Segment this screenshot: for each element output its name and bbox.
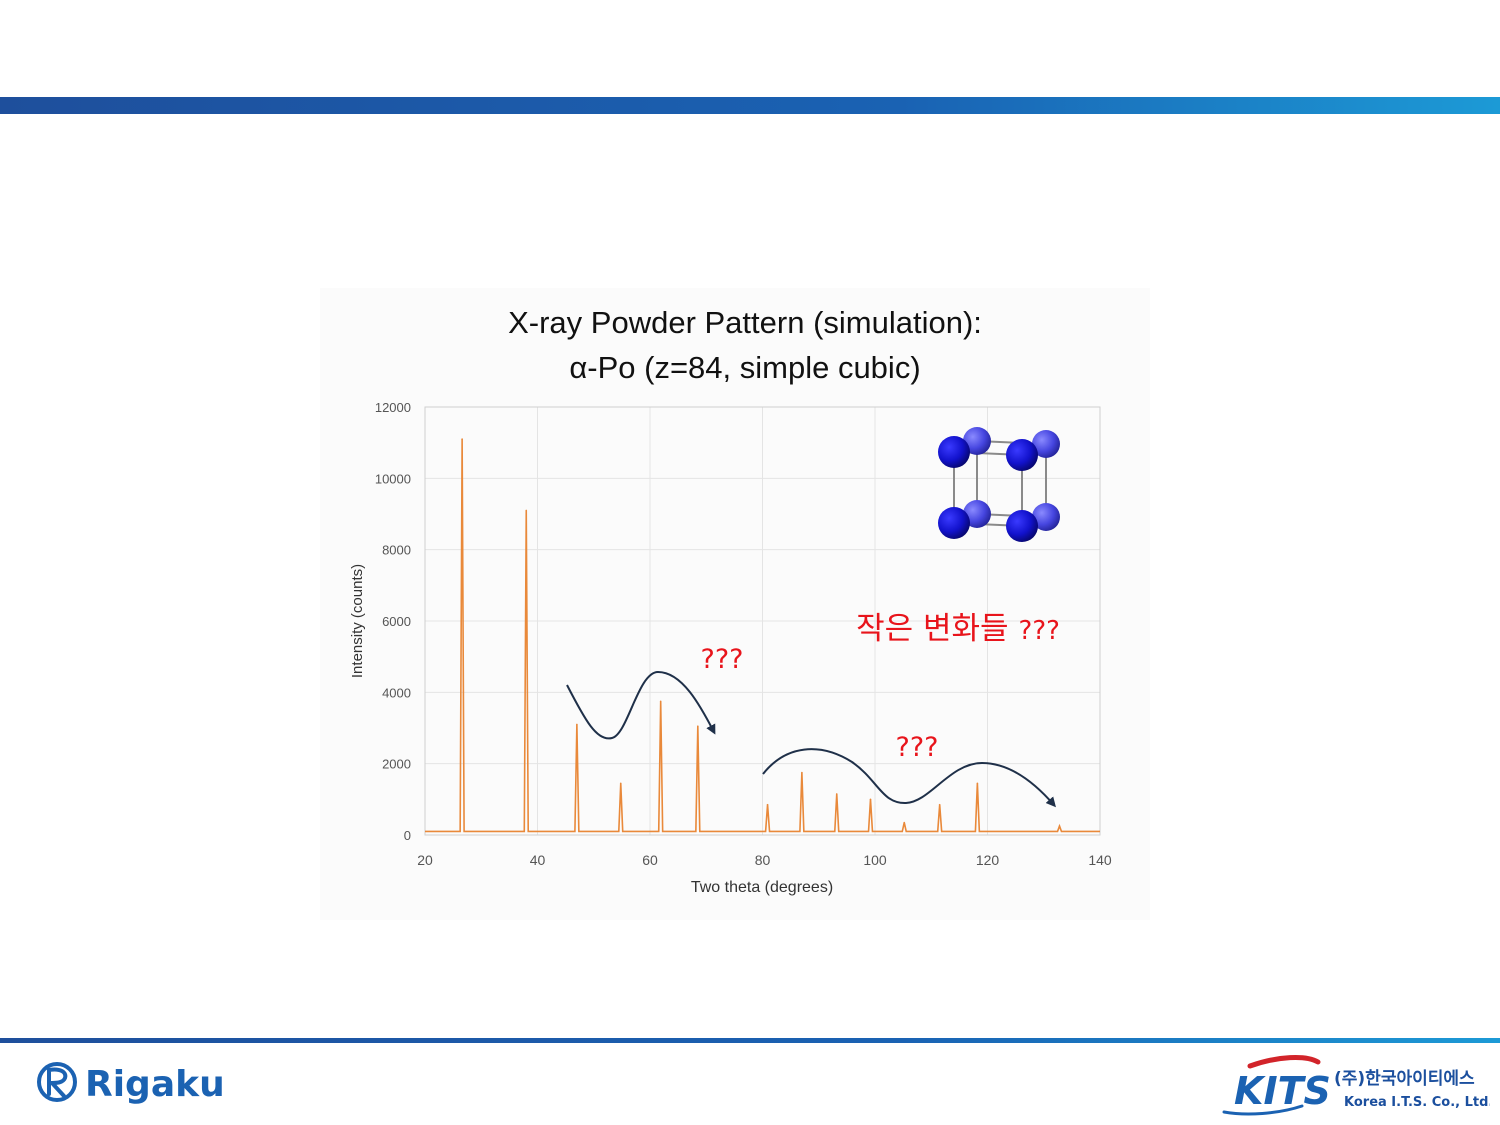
y-tick-label: 0 [404,828,411,843]
y-tick-label: 12000 [375,400,411,415]
peak-point [461,438,463,440]
kits-company-korean: (주)한국아이티에스 [1334,1069,1475,1089]
y-tick-label: 8000 [382,543,411,558]
x-axis-label: Two theta (degrees) [691,879,833,896]
figure-panel [320,288,1150,920]
rigaku-logo-icon: Rigaku [37,1062,225,1105]
x-tick-label: 40 [530,852,546,868]
peak-point [869,798,872,801]
chart-title-line-2: α-Po (z=84, simple cubic) [569,350,921,385]
peak-point [801,771,803,774]
peak-point [976,782,979,785]
question-annotation-1: ??? [701,644,744,675]
peak-point [697,725,699,728]
x-tick-label: 60 [642,852,658,868]
peak-point [938,803,941,806]
y-tick-label: 2000 [382,757,411,772]
x-tick-label: 120 [976,852,1000,868]
header-accent-bar [0,97,1500,114]
diffraction-trace [425,439,1100,833]
peak-point [525,509,528,512]
chart-title-line-1: X-ray Powder Pattern (simulation): [508,305,982,340]
axis-ticks: 20 40 60 80 100 120 140 0 2000 4000 6000 8000 10000 1… [375,400,1112,868]
peak-point [1058,825,1061,827]
x-tick-label: 80 [755,852,771,868]
x-tick-label: 140 [1088,852,1112,868]
y-tick-label: 6000 [382,614,411,629]
x-tick-label: 100 [863,852,887,868]
footer-accent-bar [0,1038,1500,1043]
peak-point [659,700,662,703]
peak-point [576,723,578,726]
kits-company-english: Korea I.T.S. Co., Ltd. [1344,1095,1490,1110]
kits-wordmark: KITS [1234,1069,1331,1113]
korean-annotation: 작은 변화들??? [856,611,1060,647]
peak-point [619,782,622,785]
y-axis-label: Intensity (counts) [349,564,366,678]
atom-front-bottom-right [1006,510,1038,542]
peak-point [766,803,769,806]
atom-back-bottom-left [963,500,991,528]
question-annotation-2: ??? [896,732,939,763]
y-tick-label: 4000 [382,685,411,700]
wave-arrow-high [762,748,1056,808]
wave-arrow-mid [566,670,716,740]
x-tick-label: 20 [417,852,433,868]
atom-back-bottom-right [1032,503,1060,531]
plot-area-frame [424,406,1101,836]
kits-logo: KITS (주)한국아이티에스 Korea I.T.S. Co., Ltd. [1220,1052,1493,1123]
rigaku-logo: Rigaku [30,1050,260,1119]
kits-logo-icon: KITS (주)한국아이티에스 Korea I.T.S. Co., Ltd. [1222,1054,1493,1116]
atom-front-top-left [938,436,970,468]
atom-back-top-right [1032,430,1060,458]
chart-title: X-ray Powder Pattern (simulation): α-Po … [420,300,1070,390]
y-tick-label: 10000 [375,471,411,486]
simple-cubic-cell-icon [938,427,1060,542]
peak-point [835,793,838,795]
atom-back-top-left [963,427,991,455]
atom-front-top-right [1006,439,1038,471]
rigaku-wordmark: Rigaku [85,1064,225,1105]
atom-front-bottom-left [938,507,970,539]
peak-markers [461,438,1061,827]
peak-point [903,821,906,824]
